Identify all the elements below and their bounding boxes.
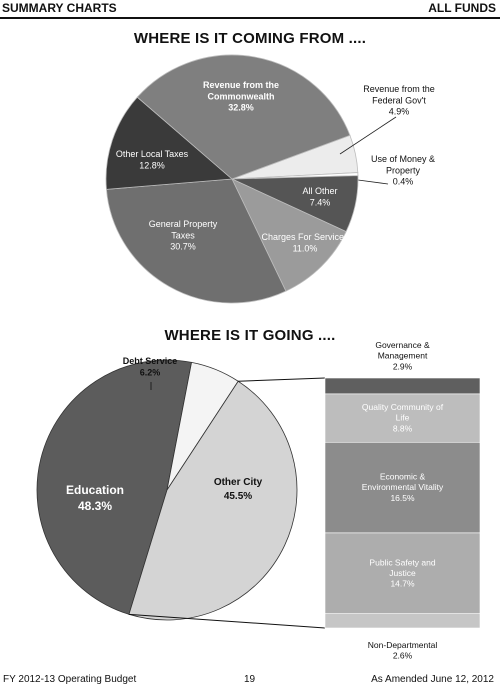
bar-segment-non-departmental (324, 613, 481, 629)
footer-budget: FY 2012-13 Operating Budget (3, 674, 137, 685)
header-left: SUMMARY CHARTS (2, 1, 117, 15)
segment-label-public-safety-and-justice: Public Safety and Justice 14.7% (369, 557, 435, 588)
slice-label-general-property-taxes: General Property Taxes 30.7% (149, 219, 218, 252)
slice-label-revenue-from-the-federal-gov-t: Revenue from the Federal Gov't 4.9% (363, 84, 435, 117)
breakdown-connector-bottom (128, 613, 326, 629)
pie-slice-education (36, 359, 193, 615)
segment-label-non-departmental: Non-Departmental 2.6% (368, 640, 438, 661)
bar-segment-quality-community-of-life (324, 393, 481, 443)
pie-slice-general-property-taxes (106, 178, 287, 304)
header-right: ALL FUNDS (428, 1, 496, 15)
chart-title-expenditure: WHERE IS IT GOING .... (164, 327, 336, 344)
pie-slice-other-local-taxes (105, 96, 233, 190)
slice-label-other-local-taxes: Other Local Taxes 12.8% (116, 149, 189, 170)
page-header: SUMMARY CHARTS ALL FUNDS (0, 0, 500, 19)
revenue-pie-chart: Revenue from the Federal Gov't 4.9% Use of … (105, 54, 435, 304)
slice-label-debt-service: Debt Service 6.2% (123, 356, 178, 377)
slice-label-education: Education (66, 483, 124, 497)
segment-label-governance-management: Governance & Management 2.9% (375, 342, 430, 371)
leader-line (339, 116, 397, 155)
pie-slice-charges-for-services (231, 178, 347, 292)
slice-label-use-of-money-property: Use of Money & Property 0.4% (371, 154, 435, 187)
slice-value-other-city: 45.5% (224, 491, 252, 502)
slice-label-all-other: All Other 7.4% (302, 186, 337, 207)
segment-label-economic-environmental-vitality: Economic & Environmental Vitality 16.5% (362, 472, 444, 503)
slice-value-education: 48.3% (78, 499, 112, 513)
expenditure-pie-chart: Governance & Management 2.9% Quality Commun… (36, 342, 481, 661)
pie-slice-other-city (128, 380, 298, 621)
leader-line (357, 179, 389, 185)
footer-amended: As Amended June 12, 2012 (371, 674, 494, 685)
slice-label-revenue-from-the-commonwealth: Revenue from the Commonwealth 32.8% (203, 80, 279, 113)
slice-label-other-city: Other City (214, 477, 263, 488)
chart-title-revenue: WHERE IS IT COMING FROM .... (133, 30, 367, 47)
bar-segment-governance-management (324, 377, 481, 395)
segment-label-quality-community-of-life: Quality Community of Life 8.8% (362, 402, 444, 433)
footer-page-number: 19 (244, 674, 256, 685)
pie-slice-revenue-from-the-commonwealth (136, 54, 351, 180)
header-rule (0, 17, 500, 19)
slice-label-charges-for-services: Charges For Services 11.0% (261, 232, 349, 253)
bar-segment-public-safety-and-justice (324, 532, 481, 615)
breakdown-connector-top (238, 377, 326, 382)
